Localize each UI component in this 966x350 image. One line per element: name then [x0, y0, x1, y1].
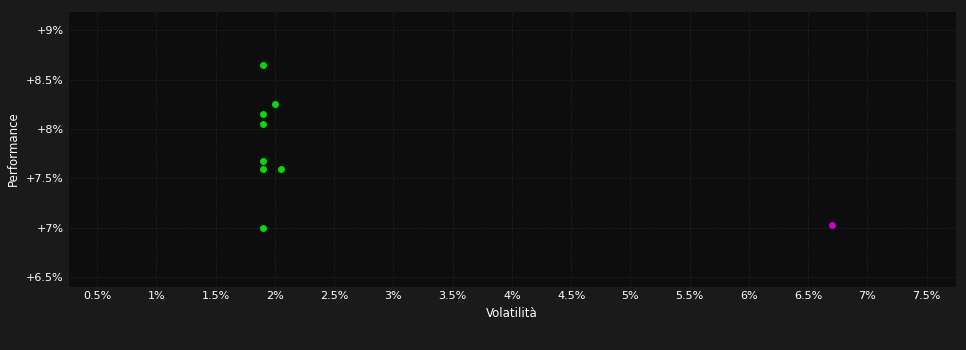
- Point: [255, 158, 270, 163]
- Point: [273, 166, 289, 171]
- X-axis label: Volatilità: Volatilità: [486, 307, 538, 320]
- Point: [255, 62, 270, 68]
- Point: [255, 121, 270, 127]
- Point: [268, 102, 283, 107]
- Point: [255, 225, 270, 231]
- Point: [255, 111, 270, 117]
- Point: [824, 222, 839, 228]
- Y-axis label: Performance: Performance: [7, 111, 20, 186]
- Point: [255, 166, 270, 171]
